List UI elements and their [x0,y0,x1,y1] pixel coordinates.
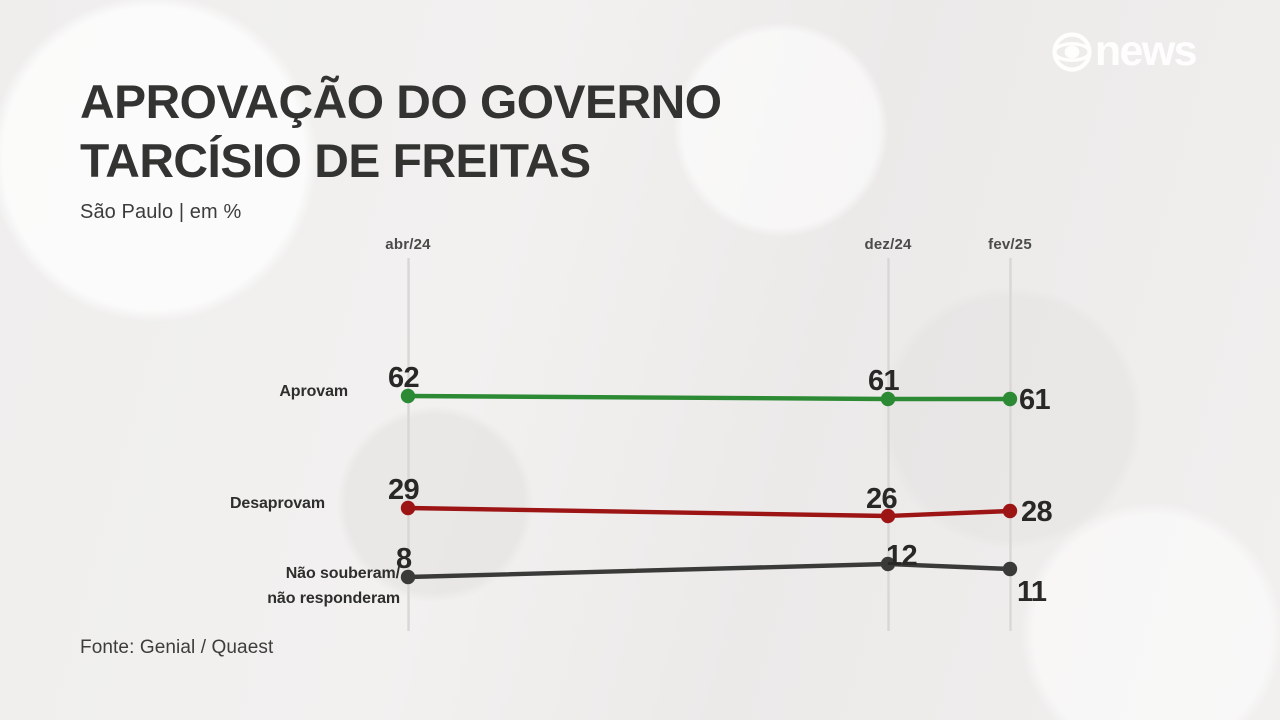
series-line-desaprovam [405,505,1013,519]
value-label-aprovam-dez24: 61 [868,365,900,397]
data-point-desaprovam-dez24 [880,508,896,524]
series-line-aprovam [405,393,1013,402]
series-aprovam [400,388,1018,407]
data-point-nao-souberam-fev25 [1002,561,1018,577]
subtitle: São Paulo | em % [80,201,242,223]
x-axis-tick-abr24: abr/24 [385,236,431,253]
data-point-nao-souberam-dez24 [880,556,896,572]
value-label-nao-souberam-dez24: 12 [886,540,918,572]
page-title-line-2: TARCÍSIO DE FREITAS [80,134,591,187]
value-label-desaprovam-fev25: 28 [1021,496,1053,528]
data-point-desaprovam-abr24 [400,500,416,516]
page-title-line-1: APROVAÇÃO DO GOVERNO [80,75,722,128]
value-label-desaprovam-abr24: 29 [388,474,420,506]
logo-wordmark: news [1094,27,1198,75]
series-label-desaprovam: Desaprovam [229,495,325,512]
series-nao-souberam [400,556,1018,585]
value-label-aprovam-fev25: 61 [1019,384,1051,416]
data-point-aprovam-fev25 [1002,391,1018,407]
data-point-nao-souberam-abr24 [400,569,416,585]
series-line-nao-souberam [405,561,1013,580]
title-block: APROVAÇÃO DO GOVERNO TARCÍSIO DE FREITAS… [80,72,880,223]
data-point-aprovam-abr24 [400,388,416,404]
globonews-logo: news [1052,27,1198,75]
series-desaprovam [400,500,1018,524]
series-label-aprovam: Aprovam [279,383,348,400]
value-label-nao-souberam-fev25: 11 [1017,576,1047,608]
value-label-aprovam-abr24: 62 [388,362,420,394]
series-label-nao-souberam-line2: não responderam [267,590,400,607]
source-note: Fonte: Genial / Quaest [80,637,274,658]
globo-circle-icon [1052,31,1092,72]
series-label-nao-souberam: Não souberam/ não responderam [267,561,400,611]
data-point-desaprovam-fev25 [1002,503,1018,519]
x-axis-tick-fev25: fev/25 [988,236,1032,253]
value-label-nao-souberam-abr24: 8 [396,543,412,575]
x-axis-tick-dez24: dez/24 [864,236,912,253]
series-label-nao-souberam-line1: Não souberam/ [285,565,400,582]
data-point-aprovam-dez24 [880,391,896,407]
value-label-desaprovam-dez24: 26 [866,483,898,515]
